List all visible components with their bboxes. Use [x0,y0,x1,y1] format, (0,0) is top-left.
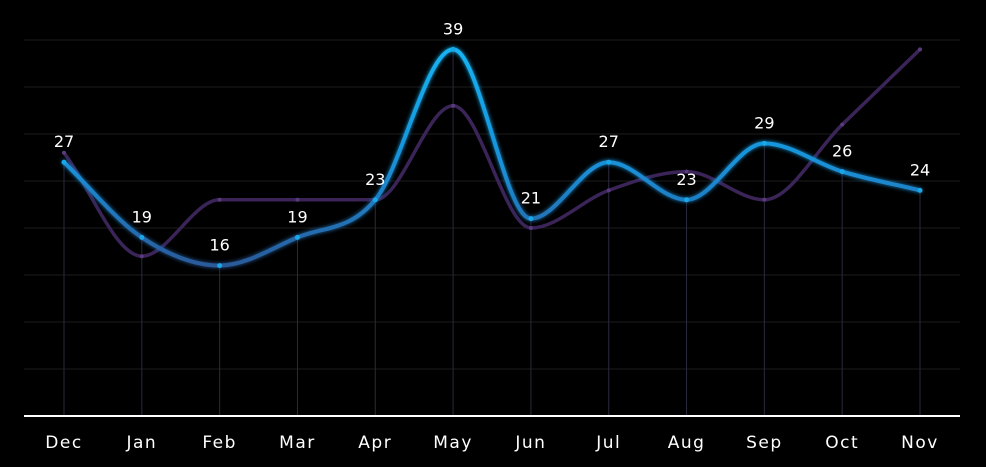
data-label: 24 [910,160,930,179]
primary-point-jul [606,159,612,165]
x-tick-label: Feb [202,433,237,453]
primary-point-mar [294,234,300,240]
data-labels: 27 19 16 19 23 39 21 27 23 29 26 24 [54,19,930,254]
primary-point-sep [761,140,767,146]
series-lines [61,46,923,269]
secondary-point-sep [762,197,767,202]
primary-point-nov [917,187,923,193]
secondary-point-dec [62,150,66,155]
x-tick-label: Jan [125,433,157,453]
secondary-point-aug [684,169,689,174]
data-label: 19 [287,207,307,226]
data-label: 29 [754,113,774,132]
x-tick-label: Dec [45,433,82,453]
secondary-point-may [451,103,456,108]
secondary-point-oct [840,122,845,127]
data-label: 39 [443,19,463,38]
primary-point-may [450,46,456,52]
primary-point-aug [684,197,690,203]
x-tick-label: Jun [514,433,546,453]
x-tick-label: Jul [595,433,621,453]
data-label: 19 [132,207,152,226]
primary-point-jun [528,216,534,222]
primary-point-dec [61,159,67,165]
primary-point-apr [372,197,378,203]
x-tick-label: May [433,433,473,453]
data-label: 27 [599,132,619,151]
data-label: 21 [521,189,541,208]
secondary-point-jun [528,226,533,230]
series-line-secondary [62,47,922,258]
x-tick-label: Mar [279,433,316,453]
x-tick-label: Oct [825,433,859,453]
data-label: 23 [676,170,696,189]
secondary-point-nov [918,47,922,52]
data-label: 27 [54,132,74,151]
data-label: 16 [209,236,229,255]
x-axis: Dec Jan Feb Mar Apr May Jun Jul Aug Sep Oct Nov [24,415,960,453]
x-tick-label: Nov [901,433,939,453]
grid-lines [24,39,960,370]
primary-point-oct [839,169,845,175]
series-line-primary [62,47,922,268]
secondary-point-mar [295,197,300,202]
x-tick-label: Sep [746,433,783,453]
primary-point-jan [139,234,145,240]
category-guide-lines [63,49,921,416]
secondary-point-jul [606,188,611,193]
secondary-point-feb [217,197,222,202]
secondary-point-jan [139,254,144,259]
x-tick-label: Aug [668,433,706,453]
primary-point-feb [217,263,223,269]
data-label: 26 [832,142,852,161]
data-label: 23 [365,170,385,189]
x-tick-label: Apr [358,433,392,453]
